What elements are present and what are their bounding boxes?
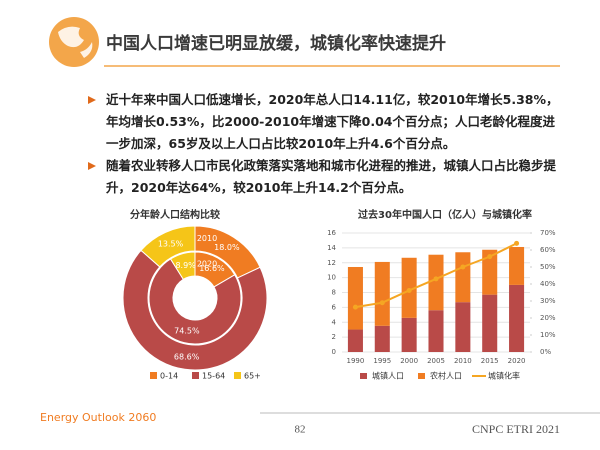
bar xyxy=(509,246,525,285)
data-label: 16.6% xyxy=(199,264,225,273)
data-label: 18.0% xyxy=(214,243,240,252)
legend-swatch xyxy=(192,372,199,379)
x-tick-label: 1995 xyxy=(373,357,391,365)
bar xyxy=(428,310,444,352)
line-marker xyxy=(352,304,358,310)
legend-label: 0-14 xyxy=(160,372,178,381)
legend-swatch xyxy=(150,372,157,379)
legend-label: 农村人口 xyxy=(430,371,462,381)
donut-segment xyxy=(148,258,242,345)
donut-segment xyxy=(122,249,268,371)
y-tick-label: 16 xyxy=(327,229,336,237)
x-tick-label: 2015 xyxy=(481,357,499,365)
y2-tick-label: 0% xyxy=(540,348,551,356)
bar xyxy=(455,252,471,303)
y-tick-label: 12 xyxy=(327,259,336,267)
bar xyxy=(401,317,417,352)
bar xyxy=(482,294,498,352)
slide-title: 中国人口增速已明显放缓，城镇化率快速提升 xyxy=(106,33,446,54)
legend-label: 15-64 xyxy=(202,372,225,381)
globe-land xyxy=(58,26,93,58)
data-label: 13.5% xyxy=(158,239,184,248)
y2-tick-label: 20% xyxy=(540,314,556,322)
chart-title: 分年龄人口结构比较 xyxy=(130,208,220,221)
legend-label: 65+ xyxy=(244,372,261,381)
page-number: 82 xyxy=(295,424,306,436)
y-tick-label: 2 xyxy=(332,333,336,341)
line-marker xyxy=(379,300,385,306)
y-tick-label: 10 xyxy=(327,274,336,282)
bullet-marker xyxy=(88,162,96,170)
line-marker xyxy=(487,254,493,260)
ring-label: 2010 xyxy=(197,234,217,243)
line-marker xyxy=(460,264,466,270)
bar xyxy=(347,329,363,352)
line-marker xyxy=(433,276,439,282)
legend-swatch xyxy=(360,373,367,379)
bar xyxy=(374,261,390,326)
legend-label: 城镇人口 xyxy=(372,371,404,381)
y2-tick-label: 30% xyxy=(540,297,556,305)
bar xyxy=(482,249,498,295)
bar xyxy=(374,325,390,352)
x-tick-label: 2005 xyxy=(427,357,445,365)
bullet-marker xyxy=(88,96,96,104)
y-tick-label: 6 xyxy=(332,303,337,311)
y2-tick-label: 40% xyxy=(540,280,556,288)
y2-tick-label: 70% xyxy=(540,229,556,237)
bar xyxy=(455,302,471,352)
footer-left: Energy Outlook 2060 xyxy=(40,411,156,424)
x-tick-label: 2020 xyxy=(508,357,526,365)
x-tick-label: 1990 xyxy=(347,357,365,365)
y2-tick-label: 60% xyxy=(540,246,556,254)
y2-tick-label: 50% xyxy=(540,263,556,271)
data-label: 74.5% xyxy=(174,327,200,336)
legend-swatch xyxy=(234,372,241,379)
y-tick-label: 14 xyxy=(327,244,336,252)
data-label: 68.6% xyxy=(174,352,200,361)
legend-swatch xyxy=(418,373,425,379)
line-marker xyxy=(514,240,520,246)
bar xyxy=(509,284,525,352)
y-tick-label: 8 xyxy=(332,289,336,297)
bar xyxy=(401,257,417,318)
bullet-text: 近十年来中国人口低速增长，2020年总人口14.11亿，较2010年增长5.38… xyxy=(106,92,559,151)
donut-segment xyxy=(140,225,196,268)
y2-tick-label: 10% xyxy=(540,331,556,339)
line-marker xyxy=(406,287,412,293)
donut-segment xyxy=(169,251,196,281)
ring-label: 2020 xyxy=(197,260,217,269)
bar xyxy=(347,266,363,330)
y-tick-label: 4 xyxy=(332,318,337,326)
footer-right: CNPC ETRI 2021 xyxy=(472,422,560,436)
data-label: 8.9% xyxy=(175,261,196,270)
x-tick-label: 2000 xyxy=(400,357,418,365)
legend-label: 城镇化率 xyxy=(488,371,520,381)
y-tick-label: 0 xyxy=(332,348,336,356)
bar xyxy=(428,254,444,311)
chart-title: 过去30年中国人口（亿人）与城镇化率 xyxy=(358,208,532,221)
x-tick-label: 2010 xyxy=(454,357,472,365)
bullet-text: 随着农业转移人口市民化政策落实落地和城市化进程的推进，城镇人口占比稳步提升，20… xyxy=(106,158,557,195)
